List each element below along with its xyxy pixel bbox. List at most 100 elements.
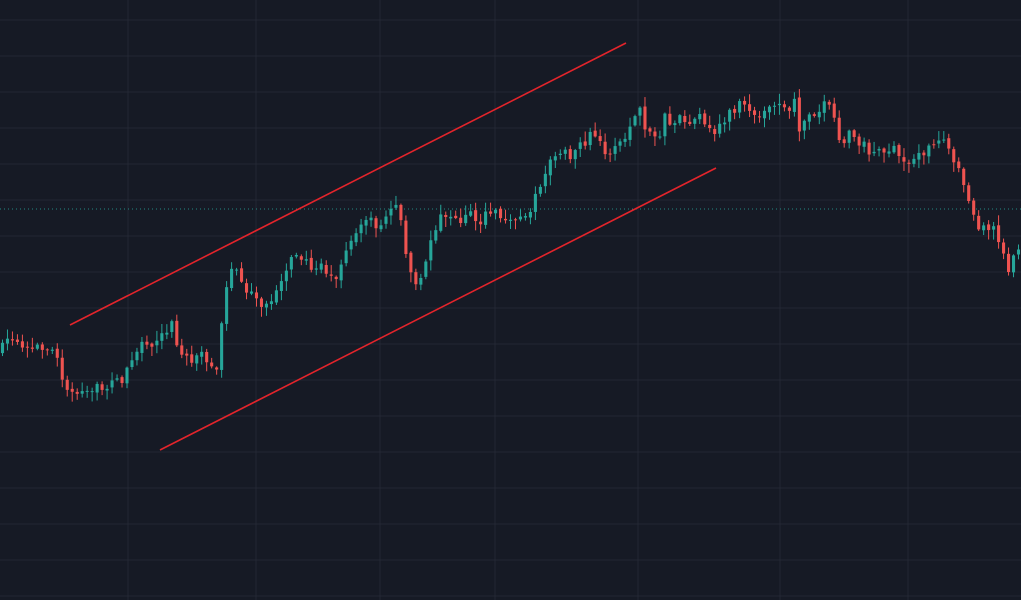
candle-body <box>200 351 204 357</box>
candle-bullish <box>892 141 896 154</box>
candle-body <box>30 347 34 349</box>
candle-bearish <box>598 129 602 146</box>
candle-body <box>588 131 592 146</box>
candle-body <box>175 320 179 346</box>
candle-body <box>872 151 876 154</box>
candle-body <box>344 250 348 264</box>
candle-bullish <box>538 184 542 197</box>
candle-bearish <box>922 150 926 165</box>
candle-body <box>469 211 473 216</box>
candle-bullish <box>633 114 637 127</box>
candle-bearish <box>254 286 259 307</box>
candle-body <box>593 130 597 137</box>
candle-body <box>424 261 428 277</box>
candle-bearish <box>70 382 74 402</box>
candle-bearish <box>55 343 59 367</box>
candle-bearish <box>10 331 14 346</box>
candle-bullish <box>508 214 513 229</box>
candle-bullish <box>877 146 881 157</box>
candle-bullish <box>230 262 234 292</box>
candle-bullish <box>817 104 821 125</box>
candle-body <box>618 141 622 146</box>
candle-body <box>110 380 114 388</box>
candle-body <box>827 101 831 105</box>
candle-bullish <box>95 381 99 401</box>
candle-bullish <box>494 208 498 220</box>
candle-body <box>857 136 861 146</box>
candle-bullish <box>314 260 318 276</box>
candle-body <box>688 121 692 125</box>
candle-body <box>698 113 702 120</box>
candle-bullish <box>578 137 582 157</box>
candle-body <box>494 209 498 214</box>
candle-body <box>170 321 174 332</box>
candle-bullish <box>663 112 667 146</box>
candle-bearish <box>593 122 597 138</box>
candle-bearish <box>120 375 124 388</box>
candle-bullish <box>369 211 373 227</box>
candle-bearish <box>145 335 149 350</box>
candle-body <box>982 225 986 231</box>
candle-body <box>723 122 727 125</box>
candle-body <box>762 110 767 119</box>
candle-bullish <box>429 230 433 271</box>
candle-bearish <box>752 106 757 124</box>
candle-body <box>439 214 443 231</box>
candle-body <box>777 103 781 106</box>
candle-bearish <box>513 217 518 230</box>
candle-body <box>40 344 44 350</box>
candle-bullish <box>90 387 94 402</box>
candle-body <box>284 270 288 282</box>
candle-body <box>578 142 582 149</box>
candle-bullish <box>802 119 806 140</box>
candle-bullish <box>304 250 308 265</box>
candle-body <box>45 349 49 351</box>
candle-bearish <box>40 342 44 359</box>
drawing-tools-layer[interactable] <box>69 42 717 451</box>
candle-bearish <box>65 375 69 397</box>
candle-body <box>314 268 318 270</box>
candle-bearish <box>842 136 846 148</box>
candle-bullish <box>613 137 617 161</box>
candle-body <box>927 145 931 157</box>
candle-body <box>489 211 493 214</box>
candle-body <box>459 217 463 224</box>
candle-body <box>479 221 483 225</box>
candle-body <box>673 123 677 126</box>
candle-body <box>180 345 184 355</box>
candle-body <box>917 152 921 160</box>
candle-bearish <box>997 215 1001 249</box>
trend-channel-upper-line[interactable] <box>69 42 627 326</box>
candle-body <box>274 290 278 303</box>
trend-channel-lower-line[interactable] <box>159 167 717 451</box>
candle-bearish <box>608 148 612 163</box>
candle-bullish <box>558 149 562 160</box>
candle-body <box>384 216 388 224</box>
candle-bearish <box>977 210 981 232</box>
candle-body <box>608 153 612 155</box>
candle-bullish <box>1011 254 1016 278</box>
candle-bullish <box>140 337 144 362</box>
candle-body <box>543 173 547 187</box>
candle-body <box>568 149 572 160</box>
candle-body <box>244 283 249 293</box>
candle-bullish <box>354 228 358 247</box>
candle-body <box>668 113 672 125</box>
candle-body <box>140 341 144 353</box>
candle-body <box>837 117 841 141</box>
candle-bearish <box>489 202 493 217</box>
candle-body <box>115 378 119 380</box>
candle-bullish <box>693 117 697 130</box>
candle-bullish <box>384 210 388 229</box>
candle-body <box>977 215 981 230</box>
candle-bearish <box>25 341 29 358</box>
candle-bullish <box>125 366 129 389</box>
candle-bearish <box>568 145 572 164</box>
candle-bullish <box>249 283 254 296</box>
candle-body <box>792 98 796 112</box>
candle-body <box>294 254 298 257</box>
candle-body <box>997 225 1001 243</box>
candle-body <box>399 204 403 221</box>
